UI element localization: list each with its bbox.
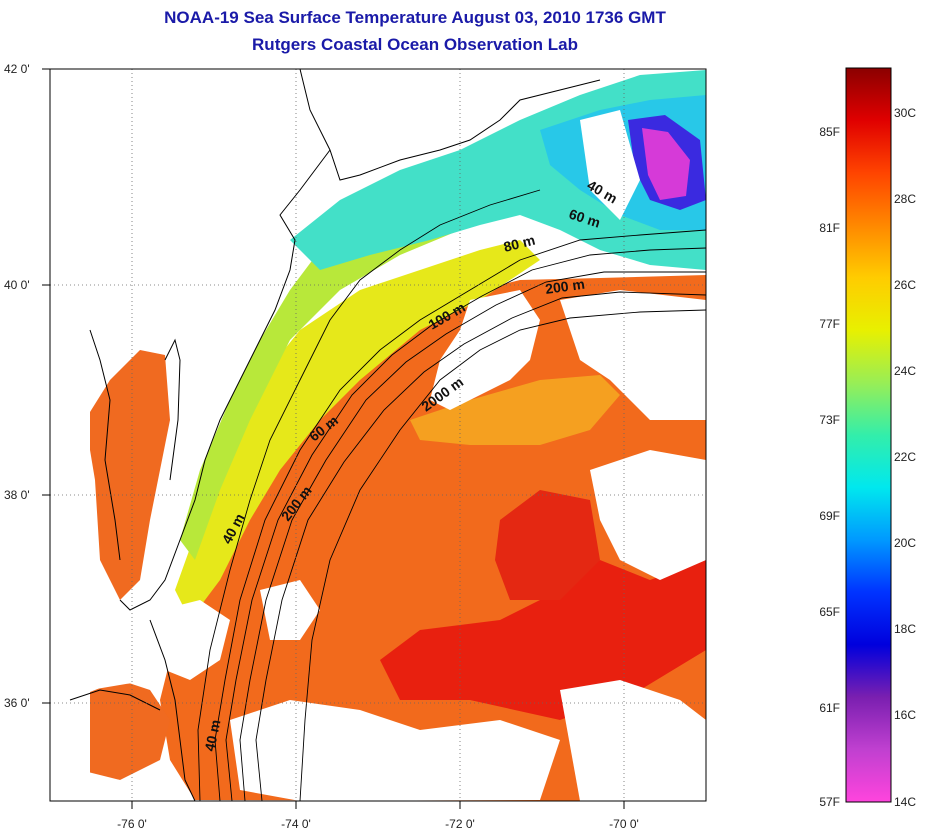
chart-subtitle: Rutgers Coastal Ocean Observation Lab <box>252 35 578 54</box>
contour-label: 80 m <box>502 232 537 255</box>
f-label: 73F <box>819 413 840 427</box>
f-label: 85F <box>819 125 840 139</box>
c-label: 18C <box>894 622 916 636</box>
bathymetry-contours <box>197 189 706 801</box>
c-label: 14C <box>894 795 916 809</box>
c-label: 28C <box>894 192 916 206</box>
colorbar: 85F 81F 77F 73F 69F 65F 61F 57F 30C 28C … <box>819 67 916 809</box>
chart-title: NOAA-19 Sea Surface Temperature August 0… <box>164 8 666 27</box>
c-label: 22C <box>894 450 916 464</box>
lat-label: 36 0' <box>4 696 30 710</box>
lat-label: 38 0' <box>4 488 30 502</box>
colorbar-fahrenheit-labels: 85F 81F 77F 73F 69F 65F 61F 57F <box>819 125 840 809</box>
map-panel: 40 m 60 m 80 m 200 m 100 m 60 m 2000 m 2… <box>50 69 706 801</box>
lon-label: -74 0' <box>281 817 311 831</box>
sst-chesapeake <box>85 350 170 600</box>
colorbar-scale <box>845 67 892 803</box>
sst-pamlico <box>70 680 170 780</box>
c-label: 16C <box>894 708 916 722</box>
lat-label: 40 0' <box>4 278 30 292</box>
c-label: 20C <box>894 536 916 550</box>
sst-coldest-patch <box>642 128 690 200</box>
c-label: 30C <box>894 106 916 120</box>
lon-label: -76 0' <box>117 817 147 831</box>
latitude-labels: 42 0' 40 0' 38 0' 36 0' <box>4 62 30 710</box>
c-label: 26C <box>894 278 916 292</box>
f-label: 69F <box>819 509 840 523</box>
lon-label: -70 0' <box>609 817 639 831</box>
contour-label: 40 m <box>201 718 223 753</box>
lon-label: -72 0' <box>445 817 475 831</box>
sst-gulf-stream-band <box>410 375 620 445</box>
sst-hot-patch <box>495 490 600 600</box>
cloud-cover <box>50 69 706 801</box>
longitude-labels: -76 0' -74 0' -72 0' -70 0' <box>117 817 639 831</box>
lat-label: 42 0' <box>4 62 30 76</box>
f-label: 61F <box>819 701 840 715</box>
map-ticks <box>42 68 625 809</box>
graticule <box>50 69 706 801</box>
colorbar-celsius-labels: 30C 28C 26C 24C 22C 20C 18C 16C 14C <box>894 106 916 809</box>
map-frame <box>49 68 707 802</box>
coastline <box>69 69 601 801</box>
f-label: 81F <box>819 221 840 235</box>
sst-hot-core <box>380 560 706 720</box>
f-label: 57F <box>819 795 840 809</box>
f-label: 65F <box>819 605 840 619</box>
c-label: 24C <box>894 364 916 378</box>
f-label: 77F <box>819 317 840 331</box>
sst-shelf-water <box>175 240 540 620</box>
contour-label: 200 m <box>544 276 586 297</box>
